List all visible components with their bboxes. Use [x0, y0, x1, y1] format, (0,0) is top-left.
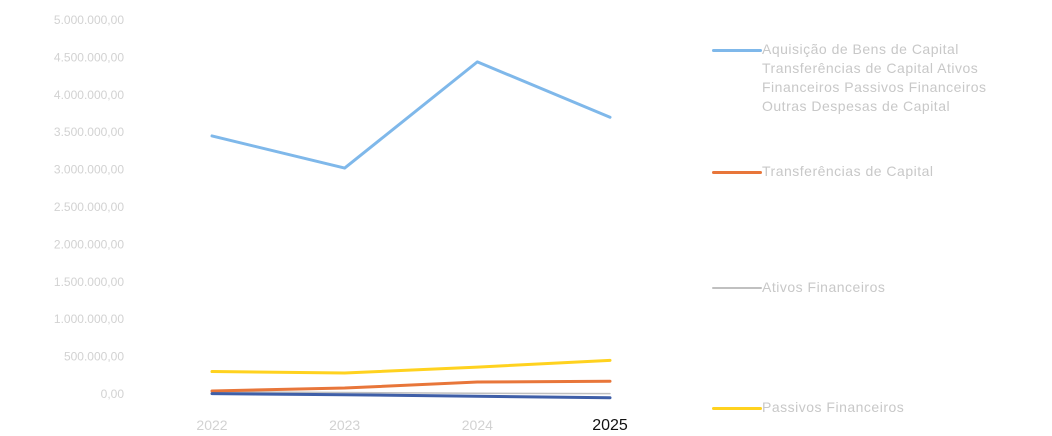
legend-item-ativos[interactable]: Ativos Financeiros	[712, 278, 1032, 297]
legend-item-transferencias[interactable]: Transferências de Capital	[712, 162, 1032, 181]
y-tick-label: 500.000,00	[64, 350, 124, 364]
legend-swatch-transferencias	[712, 171, 762, 174]
y-tick-label: 0,00	[101, 387, 125, 401]
legend-label-passivos: Passivos Financeiros	[762, 399, 905, 415]
legend: Aquisição de Bens de Capital Transferênc…	[712, 0, 1042, 436]
legend-label-aquisicao: Aquisição de Bens de Capital Transferênc…	[762, 41, 987, 114]
y-tick-label: 5.000.000,00	[54, 13, 124, 27]
y-tick-label: 3.000.000,00	[54, 163, 124, 177]
y-tick-label: 4.500.000,00	[54, 50, 124, 64]
series-line-0[interactable]	[210, 60, 612, 170]
legend-item-aquisicao[interactable]: Aquisição de Bens de Capital Transferênc…	[712, 40, 1032, 116]
x-tick-label: 2023	[329, 417, 360, 433]
x-tick-label: 2022	[196, 417, 227, 433]
legend-swatch-aquisicao	[712, 49, 762, 52]
series-line-1[interactable]	[210, 379, 612, 393]
y-tick-label: 2.000.000,00	[54, 237, 124, 251]
series-line-3[interactable]	[210, 358, 612, 375]
legend-item-passivos[interactable]: Passivos Financeiros	[712, 398, 1032, 417]
y-tick-label: 1.000.000,00	[54, 312, 124, 326]
line-chart: 5.000.000,00 4.500.000,00 4.000.000,00 3.50…	[54, 13, 628, 434]
legend-label-ativos: Ativos Financeiros	[762, 279, 886, 295]
y-tick-label: 4.000.000,00	[54, 88, 124, 102]
legend-label-transferencias: Transferências de Capital	[762, 163, 934, 179]
x-tick-label: 2024	[462, 417, 493, 433]
legend-swatch-passivos	[712, 407, 762, 410]
y-tick-label: 3.500.000,00	[54, 125, 124, 139]
x-tick-label: 2025	[592, 417, 628, 434]
series-line-4[interactable]	[210, 392, 612, 400]
series-line-2[interactable]	[211, 391, 611, 395]
y-tick-label: 2.500.000,00	[54, 200, 124, 214]
legend-swatch-ativos	[712, 287, 762, 289]
y-tick-label: 1.500.000,00	[54, 275, 124, 289]
